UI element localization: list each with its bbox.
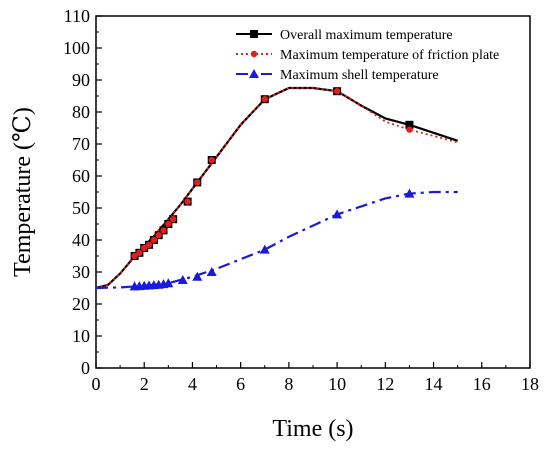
y-tick-label: 20 xyxy=(72,294,90,314)
shell-max-marker xyxy=(404,188,415,198)
overall-max-marker xyxy=(405,120,414,129)
y-tick-label: 30 xyxy=(72,262,90,282)
friction-plate-max-marker xyxy=(155,232,162,239)
friction-plate-max-marker xyxy=(160,227,167,234)
y-tick-label: 100 xyxy=(63,38,90,58)
y-tick-label: 50 xyxy=(72,198,90,218)
series-lines xyxy=(95,86,459,290)
shell-max-marker xyxy=(163,278,174,288)
legend-label-friction-plate-max: Maximum temperature of friction plate xyxy=(280,48,499,63)
friction-plate-max-marker xyxy=(136,249,143,256)
shell-max-marker xyxy=(259,244,270,254)
y-tick-label: 10 xyxy=(72,326,90,346)
y-tick-label: 60 xyxy=(72,166,90,186)
friction-plate-max-marker xyxy=(165,220,172,228)
y-tick-label: 90 xyxy=(72,70,90,90)
x-tick-label: 14 xyxy=(425,374,443,394)
legend-marker-shell-max xyxy=(249,69,259,78)
y-tick-label: 40 xyxy=(72,230,90,250)
legend-marker-overall-max xyxy=(250,30,258,38)
y-axis-title: Temperature (℃) xyxy=(10,107,36,277)
friction-plate-max-marker xyxy=(208,156,215,164)
legend-label-shell-max: Maximum shell temperature xyxy=(280,68,439,83)
shell-max-marker xyxy=(332,209,343,219)
friction-plate-max-marker xyxy=(406,126,413,133)
x-tick-label: 0 xyxy=(92,374,101,394)
friction-plate-max-marker xyxy=(131,252,138,260)
x-tick-label: 2 xyxy=(140,374,149,394)
friction-plate-max-marker xyxy=(169,216,177,223)
x-tick-label: 16 xyxy=(473,374,491,394)
legend: Overall maximum temperature Maximum tempe… xyxy=(236,28,499,83)
x-tick-label: 10 xyxy=(328,374,346,394)
legend-label-overall-max: Overall maximum temperature xyxy=(280,28,453,43)
shell-max-marker xyxy=(192,271,203,281)
x-tick-label: 12 xyxy=(376,374,394,394)
x-axis-title: Time (s) xyxy=(272,416,353,442)
shell-max-marker xyxy=(206,267,217,276)
friction-plate-max-marker xyxy=(150,236,158,244)
shell-max-marker xyxy=(177,275,188,284)
friction-plate-max-marker xyxy=(333,88,341,95)
axis-ticks: 0 2 4 6 8 10 12 14 16 18 0 10 20 30 40 50 60 70 80 90 100 110 xyxy=(63,6,539,394)
friction-plate-max-marker xyxy=(145,241,153,248)
friction-plate-max-marker xyxy=(184,198,191,205)
friction-plate-max-marker xyxy=(194,179,201,186)
x-tick-label: 4 xyxy=(188,374,197,394)
x-tick-label: 6 xyxy=(236,374,245,394)
overall-max-line xyxy=(95,86,459,290)
y-tick-label: 80 xyxy=(72,102,90,122)
friction-plate-max-marker xyxy=(261,96,268,103)
y-tick-label: 70 xyxy=(72,134,90,154)
legend-marker-friction-plate-max xyxy=(250,50,258,58)
y-tick-label: 0 xyxy=(81,358,90,378)
friction-plate-max-line xyxy=(95,87,458,289)
x-tick-label: 8 xyxy=(284,374,293,394)
y-tick-label: 110 xyxy=(64,6,90,26)
friction-plate-max-marker xyxy=(141,244,148,252)
series-markers xyxy=(129,87,415,291)
x-tick-label: 18 xyxy=(521,374,539,394)
